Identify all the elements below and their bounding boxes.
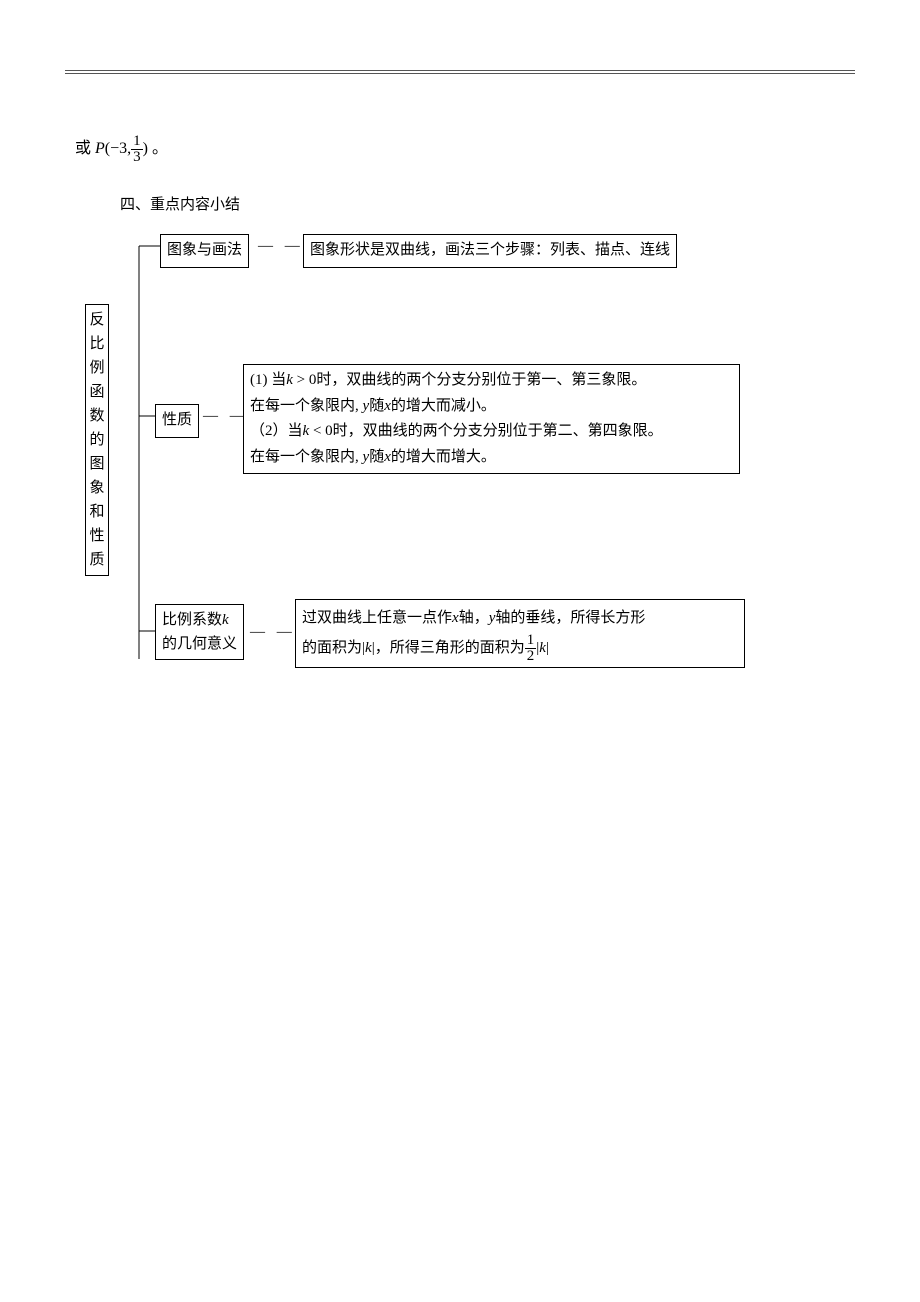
b3l2b: |，所得三角形的面积为: [372, 640, 525, 656]
branch2-line3: （2）当k < 0时，双曲线的两个分支分别位于第二、第四象限。: [250, 419, 733, 445]
root-char-1: 比: [86, 332, 108, 356]
intro-line: 或 P(−3,13) 。: [75, 134, 865, 165]
root-char-6: 图: [86, 452, 108, 476]
branch3-line2: 的面积为|k|，所得三角形的面积为12|k|: [302, 633, 738, 664]
b3-frac-den: 2: [525, 649, 537, 664]
root-char-3: 函: [86, 380, 108, 404]
intro-suffix: 。: [148, 140, 168, 157]
point-P: P: [95, 140, 105, 157]
b3l1x: x: [452, 610, 459, 626]
branch3-fraction: 12: [525, 633, 537, 664]
branch2-dash: — —: [203, 408, 249, 425]
branch2-label-box: 性质: [155, 404, 199, 438]
root-char-4: 数: [86, 404, 108, 428]
b3l1b: 轴，: [459, 610, 489, 626]
branch3-label-line2: 的几何意义: [162, 632, 237, 656]
summary-diagram: 反 比 例 函 数 的 图 象 和 性 质 图象与画法 — — 图象形状是双曲线…: [85, 234, 865, 674]
root-box: 反 比 例 函 数 的 图 象 和 性 质: [85, 304, 109, 576]
b3l2k1: k: [365, 640, 372, 656]
b2l3b: < 0时，双曲线的两个分支分别位于第二、第四象限。: [309, 423, 662, 439]
branch1-desc-box: 图象形状是双曲线，画法三个步骤：列表、描点、连线: [303, 234, 677, 268]
branch1-label-box: 图象与画法: [160, 234, 249, 268]
b3lk: k: [222, 612, 229, 628]
branch3-desc-box: 过双曲线上任意一点作x轴，y轴的垂线，所得长方形 的面积为|k|，所得三角形的面…: [295, 599, 745, 668]
root-char-7: 象: [86, 476, 108, 500]
b2l2c: 的增大而减小。: [391, 398, 496, 414]
root-char-10: 质: [86, 548, 108, 572]
point-arg1: −3,: [110, 140, 131, 157]
b2l4b: 随: [369, 449, 384, 465]
b3l2d: |: [546, 640, 549, 656]
b3l1c: 轴的垂线，所得长方形: [495, 610, 645, 626]
b2l3a: （2）当: [250, 423, 303, 439]
branch3-dash: — —: [250, 624, 296, 641]
b2l4c: 的增大而增大。: [391, 449, 496, 465]
intro-frac-num: 1: [131, 134, 143, 150]
branch1-dash: — —: [258, 238, 304, 255]
branch2-line1: (1) 当k > 0时，双曲线的两个分支分别位于第一、第三象限。: [250, 368, 733, 394]
branch1-desc: 图象形状是双曲线，画法三个步骤：列表、描点、连线: [310, 242, 670, 258]
b2l2a: 在每一个象限内,: [250, 398, 363, 414]
branch3-line1: 过双曲线上任意一点作x轴，y轴的垂线，所得长方形: [302, 603, 738, 633]
b3-frac-num: 1: [525, 633, 537, 649]
b2l1a: (1) 当: [250, 372, 286, 388]
page-top-rule: [65, 70, 855, 74]
b3l2a: 的面积为|: [302, 640, 365, 656]
branch2-line4: 在每一个象限内, y随x的增大而增大。: [250, 445, 733, 471]
root-char-0: 反: [86, 308, 108, 332]
b3l2k2: k: [539, 640, 546, 656]
intro-fraction: 13: [131, 134, 143, 165]
b3ll1: 比例系数: [162, 612, 222, 628]
intro-frac-den: 3: [131, 150, 143, 165]
branch2-line2: 在每一个象限内, y随x的增大而减小。: [250, 394, 733, 420]
root-char-8: 和: [86, 500, 108, 524]
section-heading: 四、重点内容小结: [120, 193, 865, 214]
b2l4x: x: [384, 449, 391, 465]
b2l4a: 在每一个象限内,: [250, 449, 363, 465]
b2l2b: 随: [369, 398, 384, 414]
root-char-2: 例: [86, 356, 108, 380]
b2l1b: > 0时，双曲线的两个分支分别位于第一、第三象限。: [293, 372, 646, 388]
branch2-label: 性质: [162, 412, 192, 428]
branch3-label-box: 比例系数k 的几何意义: [155, 604, 244, 660]
branch2-desc-box: (1) 当k > 0时，双曲线的两个分支分别位于第一、第三象限。 在每一个象限内…: [243, 364, 740, 474]
root-char-5: 的: [86, 428, 108, 452]
branch1-label: 图象与画法: [167, 242, 242, 258]
b3l1a: 过双曲线上任意一点作: [302, 610, 452, 626]
b2l1k: k: [286, 372, 293, 388]
b2l2x: x: [384, 398, 391, 414]
root-char-9: 性: [86, 524, 108, 548]
intro-prefix: 或: [75, 140, 95, 157]
branch3-label-line1: 比例系数k: [162, 608, 237, 632]
